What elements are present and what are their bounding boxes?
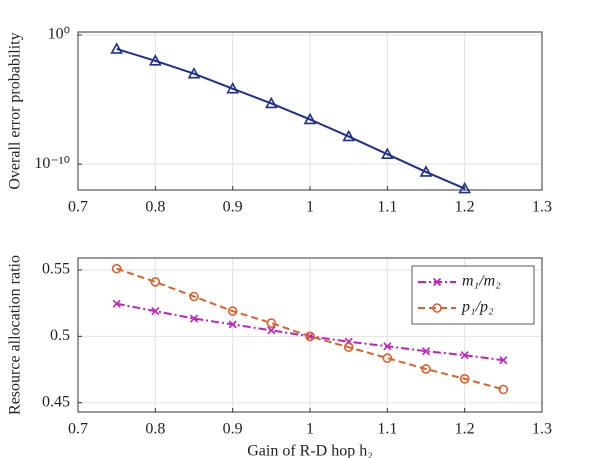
x-axis-label: Gain of R-D hop h₂ xyxy=(247,443,373,458)
x-tick-label: 1.3 xyxy=(532,421,552,438)
marker xyxy=(110,42,124,54)
x-tick-label: 0.7 xyxy=(68,199,88,216)
x-tick-label: 0.8 xyxy=(145,199,165,216)
legend-label: p₁/p₂ xyxy=(461,299,494,316)
marker xyxy=(432,277,442,287)
y-tick-label: 0.45 xyxy=(42,393,70,410)
x-tick-label: 1.3 xyxy=(532,199,552,216)
marker xyxy=(150,277,161,287)
marker xyxy=(189,314,199,323)
marker xyxy=(187,67,201,79)
marker xyxy=(460,351,469,360)
axes-box xyxy=(77,257,543,413)
marker xyxy=(432,303,442,313)
y-tick-label: 10⁻¹⁰ xyxy=(34,155,70,172)
axes-box xyxy=(77,31,543,191)
marker xyxy=(226,82,240,94)
x-tick-label: 1.1 xyxy=(377,199,397,216)
marker xyxy=(342,129,356,142)
marker xyxy=(189,291,199,302)
marker xyxy=(148,54,162,66)
marker xyxy=(264,96,278,109)
marker xyxy=(227,306,238,316)
x-tick-label: 0.9 xyxy=(223,421,243,438)
legend xyxy=(411,265,535,325)
marker xyxy=(228,320,237,329)
marker xyxy=(458,181,472,194)
x-tick-label: 0.9 xyxy=(223,199,243,216)
x-tick-label: 1.1 xyxy=(377,421,397,438)
marker xyxy=(151,307,160,316)
y-tick-label: 0.55 xyxy=(42,261,70,278)
series-line xyxy=(116,47,466,190)
series-line xyxy=(116,267,504,391)
x-tick-label: 1.2 xyxy=(455,199,475,216)
marker xyxy=(343,342,354,353)
x-tick-label: 1.2 xyxy=(455,421,475,438)
y-axis-label: Overall error probability xyxy=(7,32,24,189)
legend-label: m₁/m₂ xyxy=(462,273,501,290)
marker xyxy=(382,353,393,363)
marker xyxy=(303,112,317,125)
x-tick-label: 1 xyxy=(306,421,314,438)
marker xyxy=(499,356,508,365)
marker xyxy=(459,374,470,384)
marker xyxy=(419,165,433,177)
y-tick-label: 0.5 xyxy=(50,327,70,344)
marker xyxy=(267,326,276,335)
marker xyxy=(383,342,392,351)
marker xyxy=(421,364,431,374)
marker xyxy=(498,384,509,395)
y-tick-label: 10⁰ xyxy=(48,26,70,43)
x-tick-label: 0.8 xyxy=(145,421,165,438)
marker xyxy=(111,263,122,274)
marker xyxy=(305,331,315,342)
y-axis-label: Resource allocation ratio xyxy=(7,255,24,415)
marker xyxy=(380,147,394,160)
marker xyxy=(266,318,277,328)
x-tick-label: 0.7 xyxy=(68,421,88,438)
marker xyxy=(112,299,121,308)
x-tick-label: 1 xyxy=(306,199,314,216)
marker xyxy=(421,347,431,356)
